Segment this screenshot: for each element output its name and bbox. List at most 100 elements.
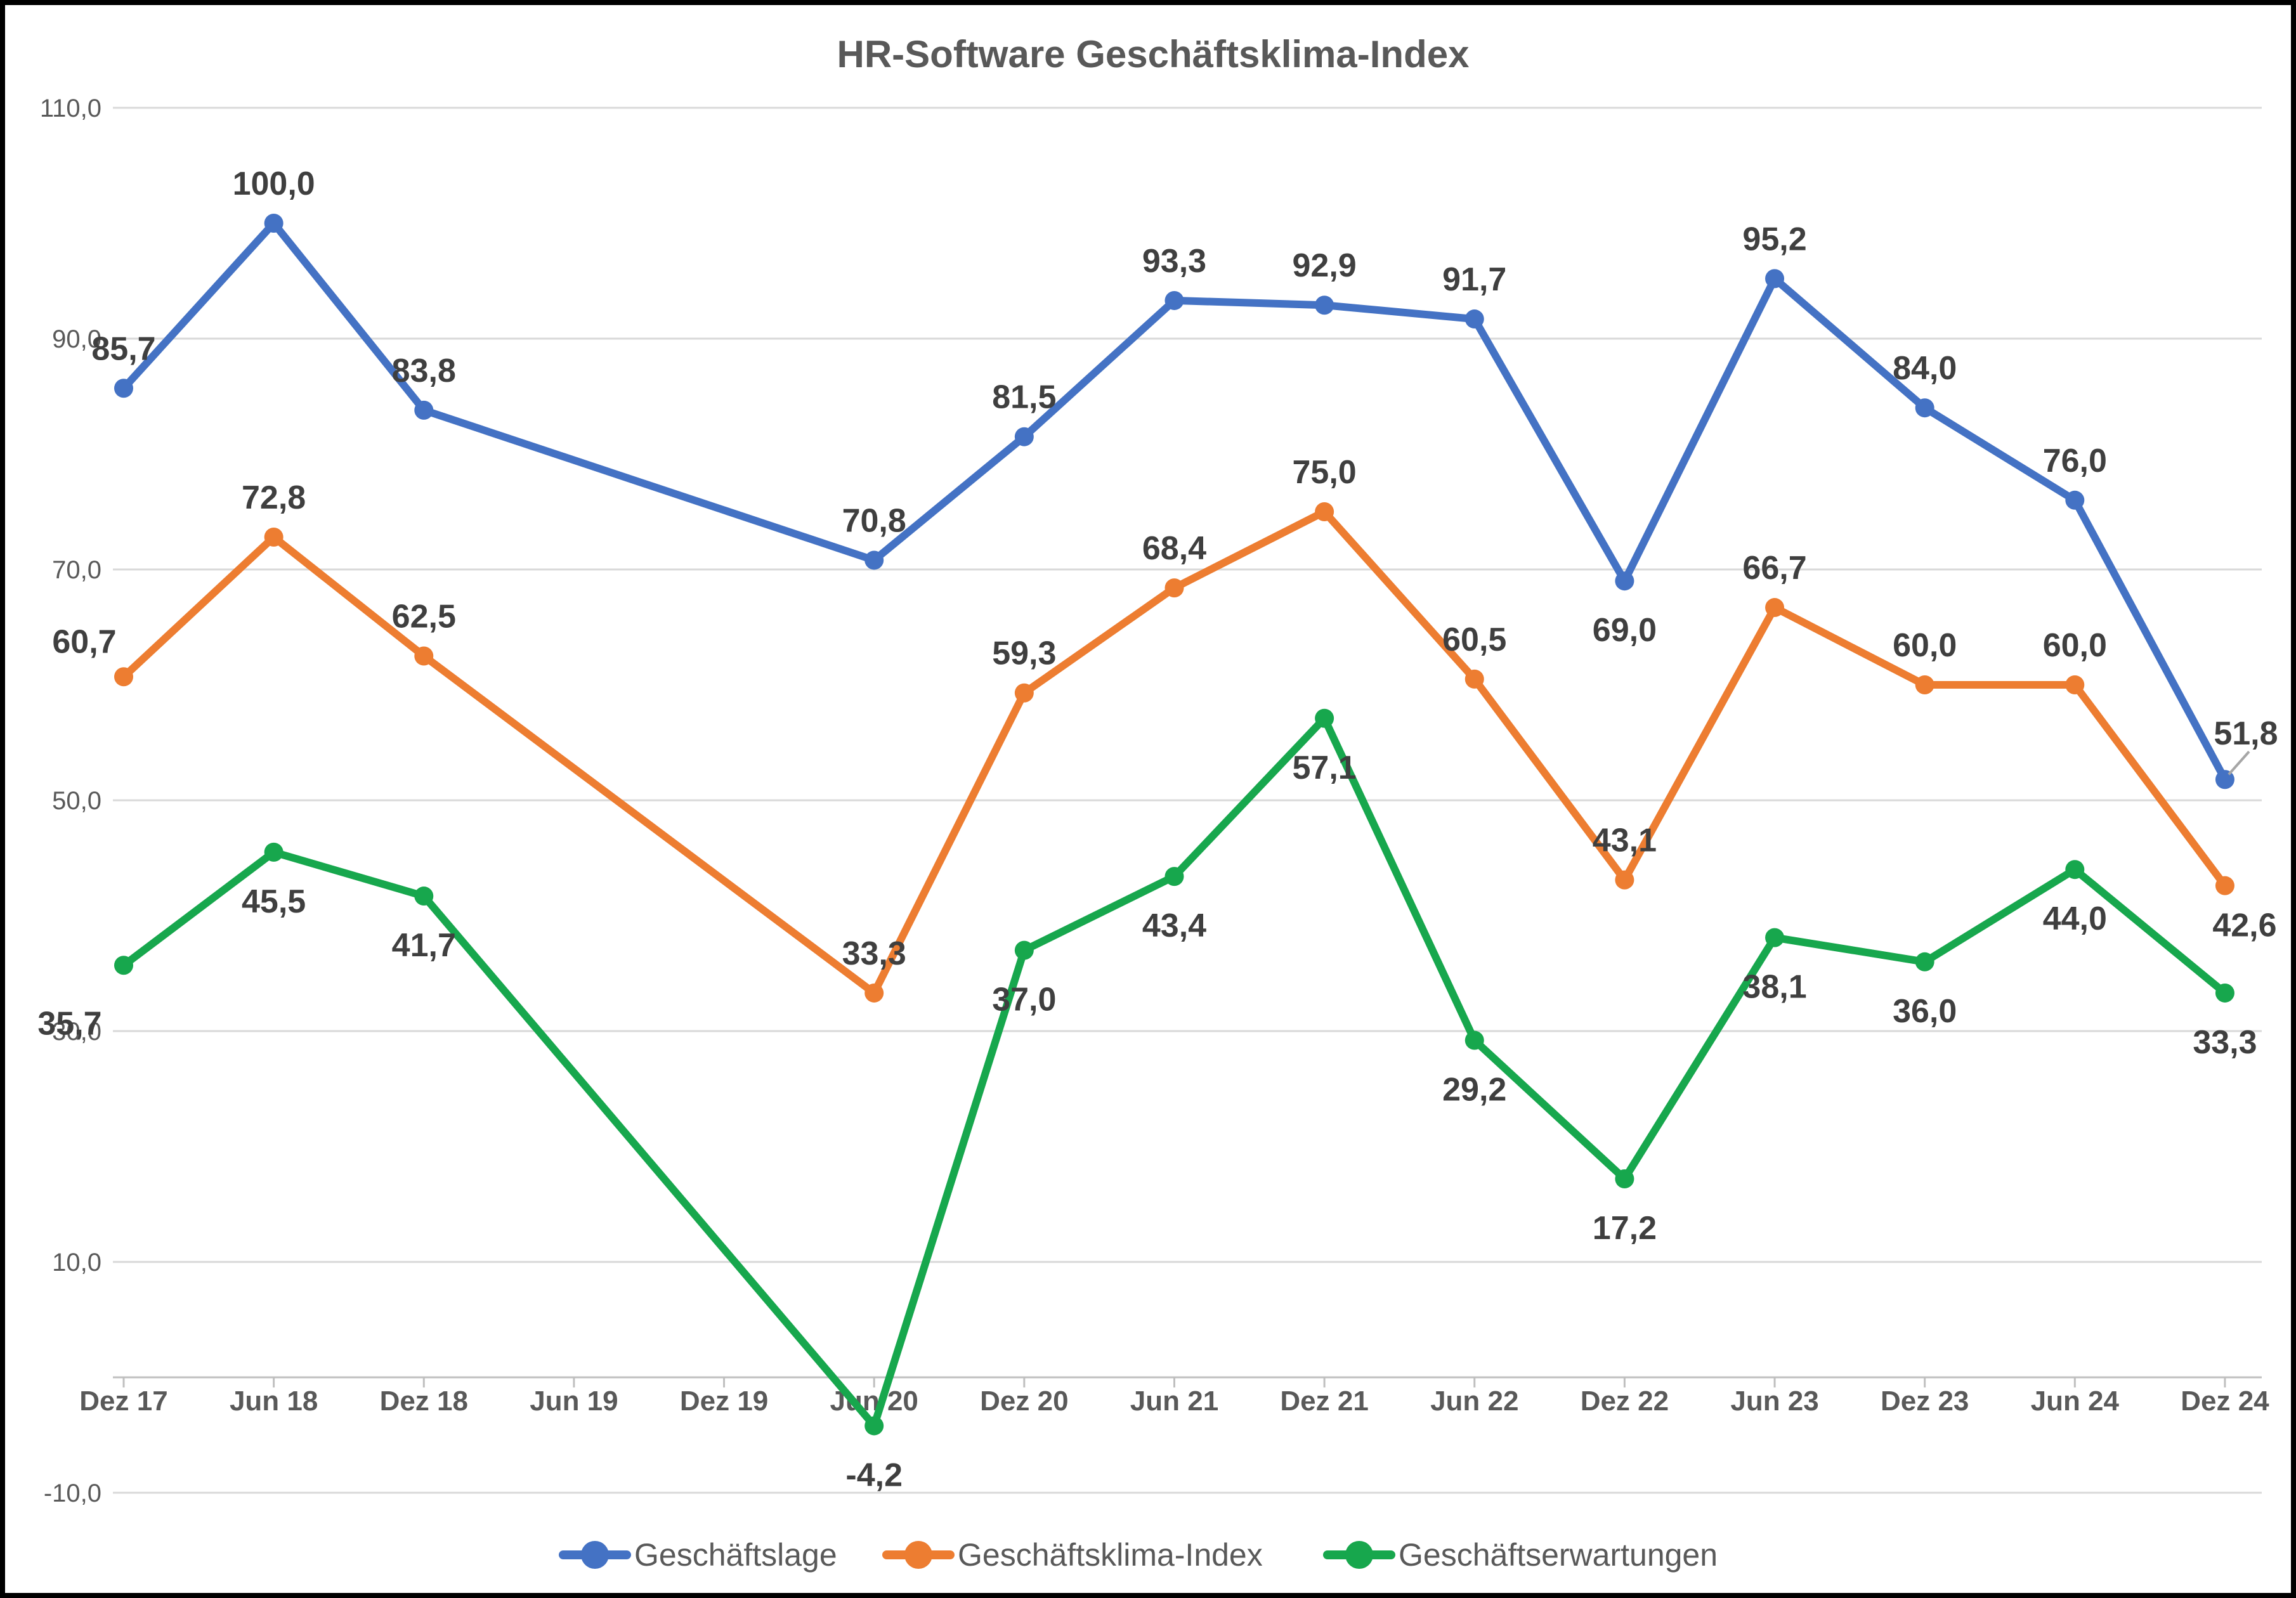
y-axis-label: 90,0 — [52, 325, 101, 353]
x-axis-label: Jun 18 — [230, 1386, 318, 1417]
data-label: 43,4 — [1142, 907, 1206, 944]
data-label: 81,5 — [992, 379, 1056, 416]
chart-legend: Geschäftslage Geschäftsklima-Index Geschäf… — [559, 1537, 1718, 1573]
data-point — [1315, 296, 1334, 315]
x-axis-label: Dez 20 — [980, 1386, 1068, 1417]
data-label: 70,8 — [842, 502, 906, 539]
data-point — [1315, 502, 1334, 521]
data-label: 72,8 — [242, 479, 306, 516]
x-axis-label: Jun 24 — [2031, 1386, 2120, 1417]
data-point — [414, 646, 434, 666]
data-point — [1765, 928, 1785, 947]
data-point — [114, 956, 133, 975]
data-point — [1464, 1030, 1484, 1050]
data-label: 35,7 — [37, 1005, 101, 1042]
x-axis-label: Dez 22 — [1581, 1386, 1669, 1417]
data-point — [1765, 269, 1785, 289]
x-axis-label: Dez 24 — [2181, 1386, 2269, 1417]
data-label: 83,8 — [392, 353, 456, 389]
data-point — [414, 400, 434, 420]
data-point — [1315, 708, 1334, 728]
data-point — [1915, 675, 1934, 694]
data-point — [2215, 983, 2234, 1003]
data-point — [114, 379, 133, 398]
data-label: 60,0 — [2043, 627, 2107, 664]
data-label: 59,3 — [992, 635, 1056, 672]
series-line-gesch-ftserwartungen — [120, 714, 2229, 1430]
data-label: 36,0 — [1893, 993, 1957, 1030]
x-axis-label: Jun 21 — [1130, 1386, 1218, 1417]
legend-item: Geschäftsklima-Index — [882, 1537, 1263, 1573]
legend-marker-dot — [1345, 1541, 1373, 1569]
data-point — [1164, 867, 1184, 887]
data-label: 44,0 — [2043, 900, 2107, 937]
data-label: 51,8 — [2214, 715, 2278, 752]
x-axis-label: Dez 17 — [79, 1386, 167, 1417]
data-point — [2065, 860, 2085, 880]
data-point — [1164, 290, 1184, 310]
data-label: 33,3 — [2193, 1024, 2257, 1061]
chart-title: HR-Software Geschäftsklima-Index — [837, 33, 1470, 75]
data-label: 69,0 — [1593, 612, 1657, 649]
data-label: 37,0 — [992, 982, 1056, 1018]
data-label: 76,0 — [2043, 443, 2107, 479]
x-axis-label: Jun 22 — [1430, 1386, 1518, 1417]
data-point — [1014, 683, 1034, 703]
data-point — [2065, 675, 2085, 694]
data-label: 38,1 — [1742, 969, 1806, 1006]
data-point — [1615, 1169, 1634, 1188]
y-axis-label: -10,0 — [44, 1479, 101, 1507]
x-axis-label: Dez 23 — [1881, 1386, 1969, 1417]
legend-label: Geschäftslage — [634, 1537, 837, 1573]
data-point — [864, 983, 884, 1003]
legend-marker-dot — [904, 1541, 932, 1569]
legend-label: Geschäftserwartungen — [1399, 1537, 1718, 1573]
data-label: 100,0 — [233, 166, 315, 202]
data-point — [264, 528, 284, 547]
x-axis-label: Dez 18 — [380, 1386, 468, 1417]
y-axis-label: 30,0 — [52, 1018, 101, 1046]
legend-marker-dot — [581, 1541, 609, 1569]
data-label: 62,5 — [392, 599, 456, 635]
data-label: 91,7 — [1442, 261, 1506, 298]
data-point — [864, 1416, 884, 1436]
legend-item: Geschäftserwartungen — [1323, 1537, 1718, 1573]
data-label: 68,4 — [1142, 530, 1206, 567]
data-label: 75,0 — [1293, 454, 1357, 491]
data-point — [1164, 578, 1184, 598]
data-point — [414, 887, 434, 906]
data-label: 85,7 — [91, 330, 155, 367]
data-point — [1615, 870, 1634, 890]
data-label: 93,3 — [1142, 243, 1206, 280]
label-leader-line — [2228, 750, 2250, 776]
data-label: 42,6 — [2212, 907, 2276, 944]
data-label: 60,0 — [1893, 627, 1957, 664]
x-axis-label: Jun 19 — [530, 1386, 618, 1417]
data-label: 17,2 — [1593, 1210, 1657, 1247]
chart-svg: HR-Software Geschäftsklima-Index 110,0 90… — [37, 33, 2278, 1573]
y-axis-label: 10,0 — [52, 1249, 101, 1276]
data-point — [2065, 490, 2085, 510]
plot-area: 110,0 90,0 70,0 50,0 30,0 10,0 -10,0 Dez 17 Jun … — [37, 94, 2278, 1507]
y-axis-label: 110,0 — [40, 94, 101, 122]
data-label: 84,0 — [1893, 350, 1957, 387]
legend-label: Geschäftsklima-Index — [958, 1537, 1263, 1573]
data-point — [1615, 571, 1634, 591]
data-point — [1464, 669, 1484, 689]
data-point — [114, 667, 133, 687]
x-axis-label: Jun 23 — [1730, 1386, 1818, 1417]
data-point — [1014, 427, 1034, 446]
data-label: 43,1 — [1593, 822, 1657, 859]
data-point — [1014, 940, 1034, 960]
data-label: 95,2 — [1742, 221, 1806, 257]
legend-item: Geschäftslage — [559, 1537, 837, 1573]
data-label: 33,3 — [842, 935, 906, 972]
data-point — [264, 842, 284, 862]
data-point — [1915, 398, 1934, 418]
data-label: 60,7 — [52, 623, 116, 660]
data-label: 60,5 — [1442, 621, 1506, 658]
data-label: -4,2 — [845, 1457, 903, 1493]
data-label: 41,7 — [392, 927, 456, 964]
data-label: 66,7 — [1742, 550, 1806, 587]
